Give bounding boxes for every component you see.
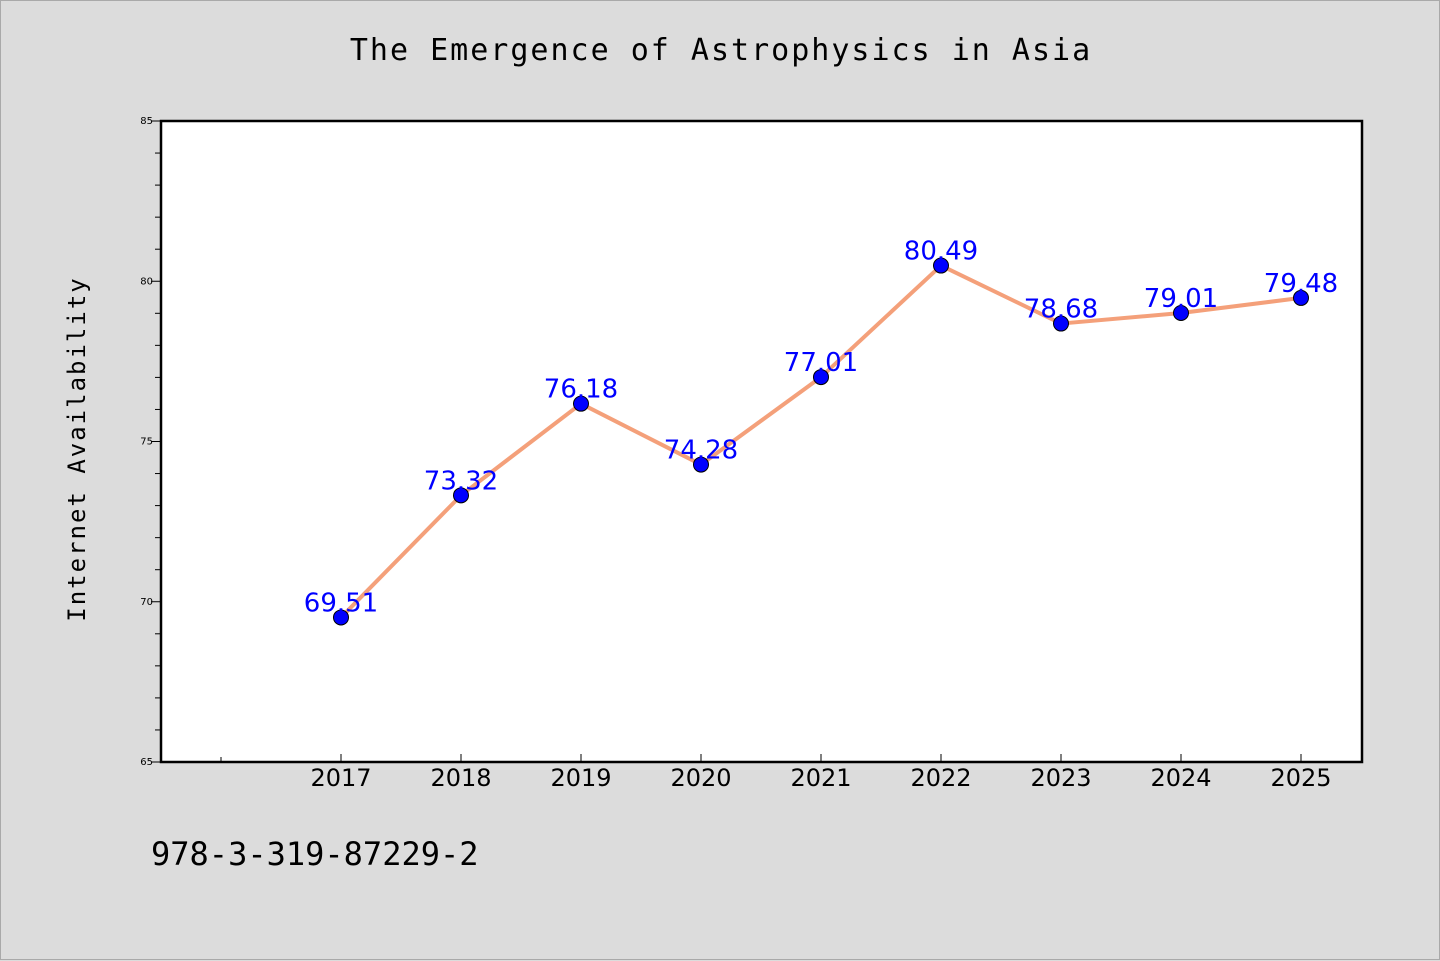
x-tick-label: 2019 [550,764,611,792]
data-point [1053,315,1069,332]
data-label: 79.48 [1264,269,1338,299]
y-tick-label: 85 [140,116,153,127]
x-tick-label: 2020 [670,764,731,792]
data-point [573,395,589,412]
data-label: 78.68 [1024,295,1098,325]
data-label: 74.28 [664,436,738,466]
data-label: 77.01 [784,348,858,378]
data-labels: 69.51 73.32 76.18 74.28 77.01 80.49 78.68 79.01… [304,237,1338,619]
data-label: 73.32 [424,466,498,496]
data-point [1173,304,1189,321]
data-point [933,257,949,274]
y-tick-label: 70 [140,597,153,608]
data-label: 79.01 [1144,284,1218,314]
data-label: 80.49 [904,237,978,267]
x-tick-label: 2018 [430,764,491,792]
data-point [453,487,469,504]
x-tick-label: 2024 [1150,764,1211,792]
y-minor-ticks [155,152,161,731]
y-ticks: 65 70 75 80 85 [140,116,161,768]
data-point [1293,289,1309,306]
data-point [693,456,709,473]
data-label: 76.18 [544,375,618,405]
footnote: 978-3-319-87229-2 [151,835,479,873]
y-tick-label: 75 [140,437,153,448]
x-tick-label: 2017 [310,764,371,792]
x-tick-label: 2021 [790,764,851,792]
y-tick-label: 80 [140,276,153,287]
data-point [813,369,829,386]
y-tick-label: 65 [140,757,153,768]
plot-frame [159,119,1364,764]
chart-title: The Emergence of Astrophysics in Asia [349,33,1093,68]
x-tick-label: 2025 [1270,764,1331,792]
x-tick-label: 2022 [910,764,971,792]
x-tick-label: 2023 [1030,764,1091,792]
data-point [333,609,349,626]
data-label: 69.51 [304,588,378,618]
data-points [333,257,1309,626]
x-ticks: 2017 2018 2019 2020 2021 2022 2023 2024 2025 [220,754,1332,792]
